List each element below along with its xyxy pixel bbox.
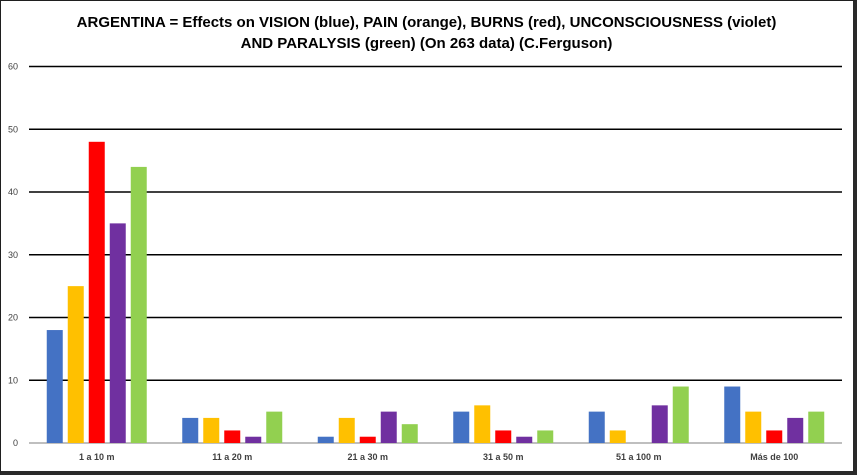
bar — [516, 436, 533, 443]
bar — [495, 430, 512, 443]
chart-title-line-1: ARGENTINA = Effects on VISION (blue), PA… — [76, 14, 777, 31]
y-tick-label: 30 — [8, 250, 18, 260]
bar — [266, 411, 283, 443]
x-tick-label: 21 a 30 m — [347, 452, 388, 462]
chart-title-line-2: AND PARALYSIS (green) (On 263 data) (C.F… — [240, 35, 613, 52]
bar — [182, 417, 199, 443]
bar — [338, 417, 355, 443]
y-tick-label: 20 — [8, 313, 18, 323]
bar — [359, 436, 376, 443]
bar — [808, 411, 825, 443]
bar — [588, 411, 605, 443]
bar — [672, 386, 689, 443]
bar — [745, 411, 762, 443]
bar — [537, 430, 554, 443]
bar — [453, 411, 470, 443]
bar — [401, 424, 418, 443]
y-axis-tick-labels: 0 10 20 30 40 50 60 — [8, 62, 18, 449]
bar — [109, 223, 126, 443]
x-tick-label: 1 a 10 m — [79, 452, 115, 462]
x-tick-label: 51 a 100 m — [616, 452, 662, 462]
x-tick-label: 11 a 20 m — [212, 452, 252, 462]
y-tick-label: 0 — [13, 438, 18, 448]
y-tick-label: 40 — [8, 187, 18, 197]
bar — [203, 417, 220, 443]
y-tick-label: 10 — [8, 375, 18, 385]
chart-title: ARGENTINA = Effects on VISION (blue), PA… — [0, 12, 853, 54]
bar — [380, 411, 397, 443]
bar — [88, 141, 105, 444]
gridlines — [29, 65, 842, 444]
y-tick-label: 50 — [8, 124, 18, 134]
bar — [609, 430, 626, 443]
bar — [245, 436, 262, 443]
bar — [67, 286, 84, 443]
bar — [130, 166, 147, 443]
y-tick-label: 60 — [8, 62, 18, 72]
bar — [651, 405, 668, 443]
bar — [724, 386, 741, 443]
x-tick-label: Más de 100 — [750, 452, 798, 462]
x-tick-label: 31 a 50 m — [483, 452, 524, 462]
bar — [766, 430, 783, 443]
bar — [317, 436, 334, 443]
bar — [787, 417, 804, 443]
bar — [474, 405, 491, 443]
bar — [46, 330, 63, 443]
bar — [224, 430, 241, 443]
bars — [46, 141, 825, 444]
x-axis-tick-labels: 1 a 10 m 11 a 20 m 21 a 30 m 31 a 50 m 51 a … — [79, 452, 798, 462]
